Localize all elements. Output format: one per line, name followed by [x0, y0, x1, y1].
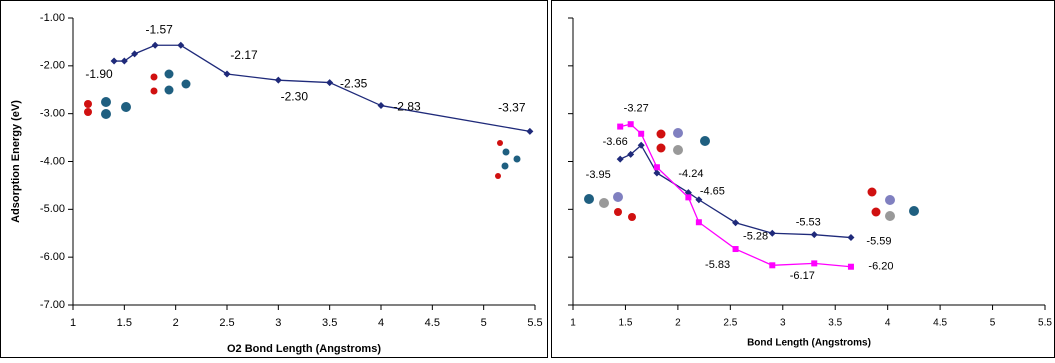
marker [152, 42, 159, 49]
value-label: -2.83 [393, 100, 421, 114]
marker [653, 169, 660, 176]
x-tick-label: 4.5 [425, 317, 440, 329]
y-tick-label: -3.00 [40, 108, 65, 120]
value-label: -1.57 [145, 22, 173, 36]
value-label: -1.90 [85, 67, 113, 81]
value-label: -2.30 [281, 89, 309, 103]
value-label: -5.28 [743, 231, 768, 243]
value-label: -5.83 [705, 259, 730, 271]
marker [733, 246, 739, 252]
value-label: -5.59 [866, 235, 891, 247]
panel-border [552, 1, 1055, 358]
x-axis-title: Bond Length (Angstroms) [747, 338, 871, 349]
marker [847, 234, 854, 241]
marker [685, 194, 691, 200]
x-tick-label: 1.5 [618, 318, 632, 329]
marker [848, 264, 854, 270]
marker [654, 164, 660, 170]
marker [811, 260, 817, 266]
x-tick-label: 5 [990, 318, 996, 329]
marker [177, 42, 184, 49]
x-tick-label: 1 [570, 318, 576, 329]
value-label: -6.20 [868, 261, 893, 273]
marker [617, 156, 624, 163]
marker [111, 58, 118, 65]
x-tick-label: 1 [70, 317, 76, 329]
x-tick-label: 2.5 [723, 318, 737, 329]
series-line [620, 124, 851, 267]
x-tick-label: 2 [675, 318, 681, 329]
marker [628, 121, 634, 127]
value-label: -6.17 [790, 270, 815, 282]
y-axis-title: Adsorption Energy (eV) [10, 100, 22, 223]
value-label: -2.17 [230, 48, 258, 62]
x-axis-title: O2 Bond Length (Angstroms) [227, 343, 381, 355]
x-tick-label: 3.5 [322, 317, 337, 329]
x-tick-label: 3 [780, 318, 786, 329]
y-tick-label: -5.00 [40, 203, 65, 215]
value-label: -3.37 [498, 101, 526, 115]
x-tick-label: 1.5 [117, 317, 132, 329]
marker [638, 131, 644, 137]
value-label: -3.27 [624, 102, 649, 114]
marker [326, 79, 333, 86]
y-tick-label: -1.00 [40, 12, 65, 24]
x-tick-label: 2.5 [219, 317, 234, 329]
marker [732, 219, 739, 226]
marker [769, 230, 776, 237]
panel-border [1, 1, 548, 358]
x-tick-label: 2 [173, 317, 179, 329]
x-tick-label: 5.5 [1038, 318, 1052, 329]
marker [769, 262, 775, 268]
value-label: -2.35 [340, 77, 368, 91]
marker [224, 70, 231, 77]
x-tick-label: 5.5 [527, 317, 542, 329]
marker [275, 77, 282, 84]
value-label: -3.66 [603, 136, 628, 148]
y-tick-label: -4.00 [40, 155, 65, 167]
value-label: -4.24 [678, 168, 703, 180]
marker [378, 102, 385, 109]
x-tick-label: 4 [378, 317, 384, 329]
x-tick-label: 5 [481, 317, 487, 329]
molecule-icons [84, 70, 919, 222]
x-tick-label: 3.5 [828, 318, 842, 329]
y-tick-label: -6.00 [40, 251, 65, 263]
marker [617, 124, 623, 130]
value-label: -5.53 [796, 217, 821, 229]
series-line [114, 45, 530, 131]
x-tick-label: 4 [885, 318, 891, 329]
x-tick-label: 3 [275, 317, 281, 329]
value-label: -4.65 [700, 185, 725, 197]
figure: -1.00 -2.00 -3.00 -4.00 -5.00 -6.00 -7.00 1 1.5 2… [0, 0, 1055, 358]
marker [696, 219, 702, 225]
y-tick-label: -7.00 [40, 299, 65, 311]
marker [526, 128, 533, 135]
marker [811, 231, 818, 238]
y-tick-label: -2.00 [40, 60, 65, 72]
x-tick-label: 4.5 [933, 318, 947, 329]
value-label: -3.95 [586, 169, 611, 181]
